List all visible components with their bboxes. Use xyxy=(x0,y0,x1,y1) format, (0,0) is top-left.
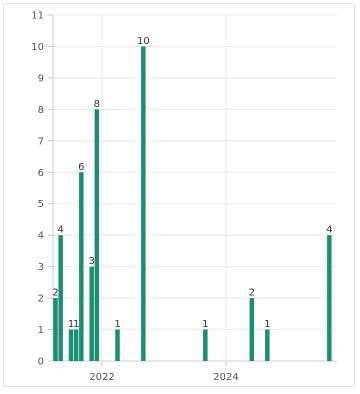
bar-value-label: 1 xyxy=(264,319,270,330)
bar-value-label: 1 xyxy=(202,319,208,330)
y-tick-label: 8 xyxy=(38,105,44,116)
bar-value-label: 6 xyxy=(78,162,84,173)
bar[interactable] xyxy=(73,329,79,361)
bar[interactable] xyxy=(94,109,100,361)
bars xyxy=(53,46,332,361)
y-tick-label: 3 xyxy=(38,262,44,273)
bar-value-label: 1 xyxy=(73,319,79,330)
bar-value-label: 1 xyxy=(68,319,74,330)
axes xyxy=(48,14,337,366)
bar[interactable] xyxy=(79,172,84,361)
y-tick-label: 7 xyxy=(38,136,44,147)
y-tick-label: 2 xyxy=(38,294,44,305)
bar[interactable] xyxy=(327,235,332,361)
bar[interactable] xyxy=(249,298,255,361)
bar[interactable] xyxy=(68,329,74,361)
bar[interactable] xyxy=(203,329,208,361)
bar-value-label: 10 xyxy=(137,36,150,47)
y-tick-label: 10 xyxy=(31,42,44,53)
y-tick-label: 1 xyxy=(38,325,44,336)
x-tick-labels: 2022 2024 xyxy=(89,372,238,383)
x-tick-label: 2022 xyxy=(89,372,114,383)
bar-value-label: 4 xyxy=(57,225,63,236)
bar-value-label: 4 xyxy=(326,225,332,236)
bar[interactable] xyxy=(58,235,63,361)
bar[interactable] xyxy=(53,298,58,361)
y-tick-label: 6 xyxy=(38,168,44,179)
y-tick-label: 5 xyxy=(38,199,44,210)
bar-value-label: 1 xyxy=(114,319,120,330)
y-tick-label: 4 xyxy=(38,231,44,242)
bar-value-label: 8 xyxy=(94,99,100,110)
bar-value-label: 2 xyxy=(249,288,255,299)
grid-lines xyxy=(53,14,337,361)
y-tick-labels: 0 1 2 3 4 5 6 7 8 9 10 11 xyxy=(31,11,44,368)
y-tick-label: 9 xyxy=(38,73,44,84)
bar[interactable] xyxy=(265,329,270,361)
bar-value-label: 2 xyxy=(52,288,58,299)
y-tick-label: 0 xyxy=(38,357,44,368)
x-tick-label: 2024 xyxy=(213,372,238,383)
bar[interactable] xyxy=(115,329,120,361)
y-tick-label: 11 xyxy=(31,11,44,22)
bar[interactable] xyxy=(89,266,94,361)
bar-value-label: 3 xyxy=(88,256,94,267)
bar[interactable] xyxy=(141,46,146,361)
